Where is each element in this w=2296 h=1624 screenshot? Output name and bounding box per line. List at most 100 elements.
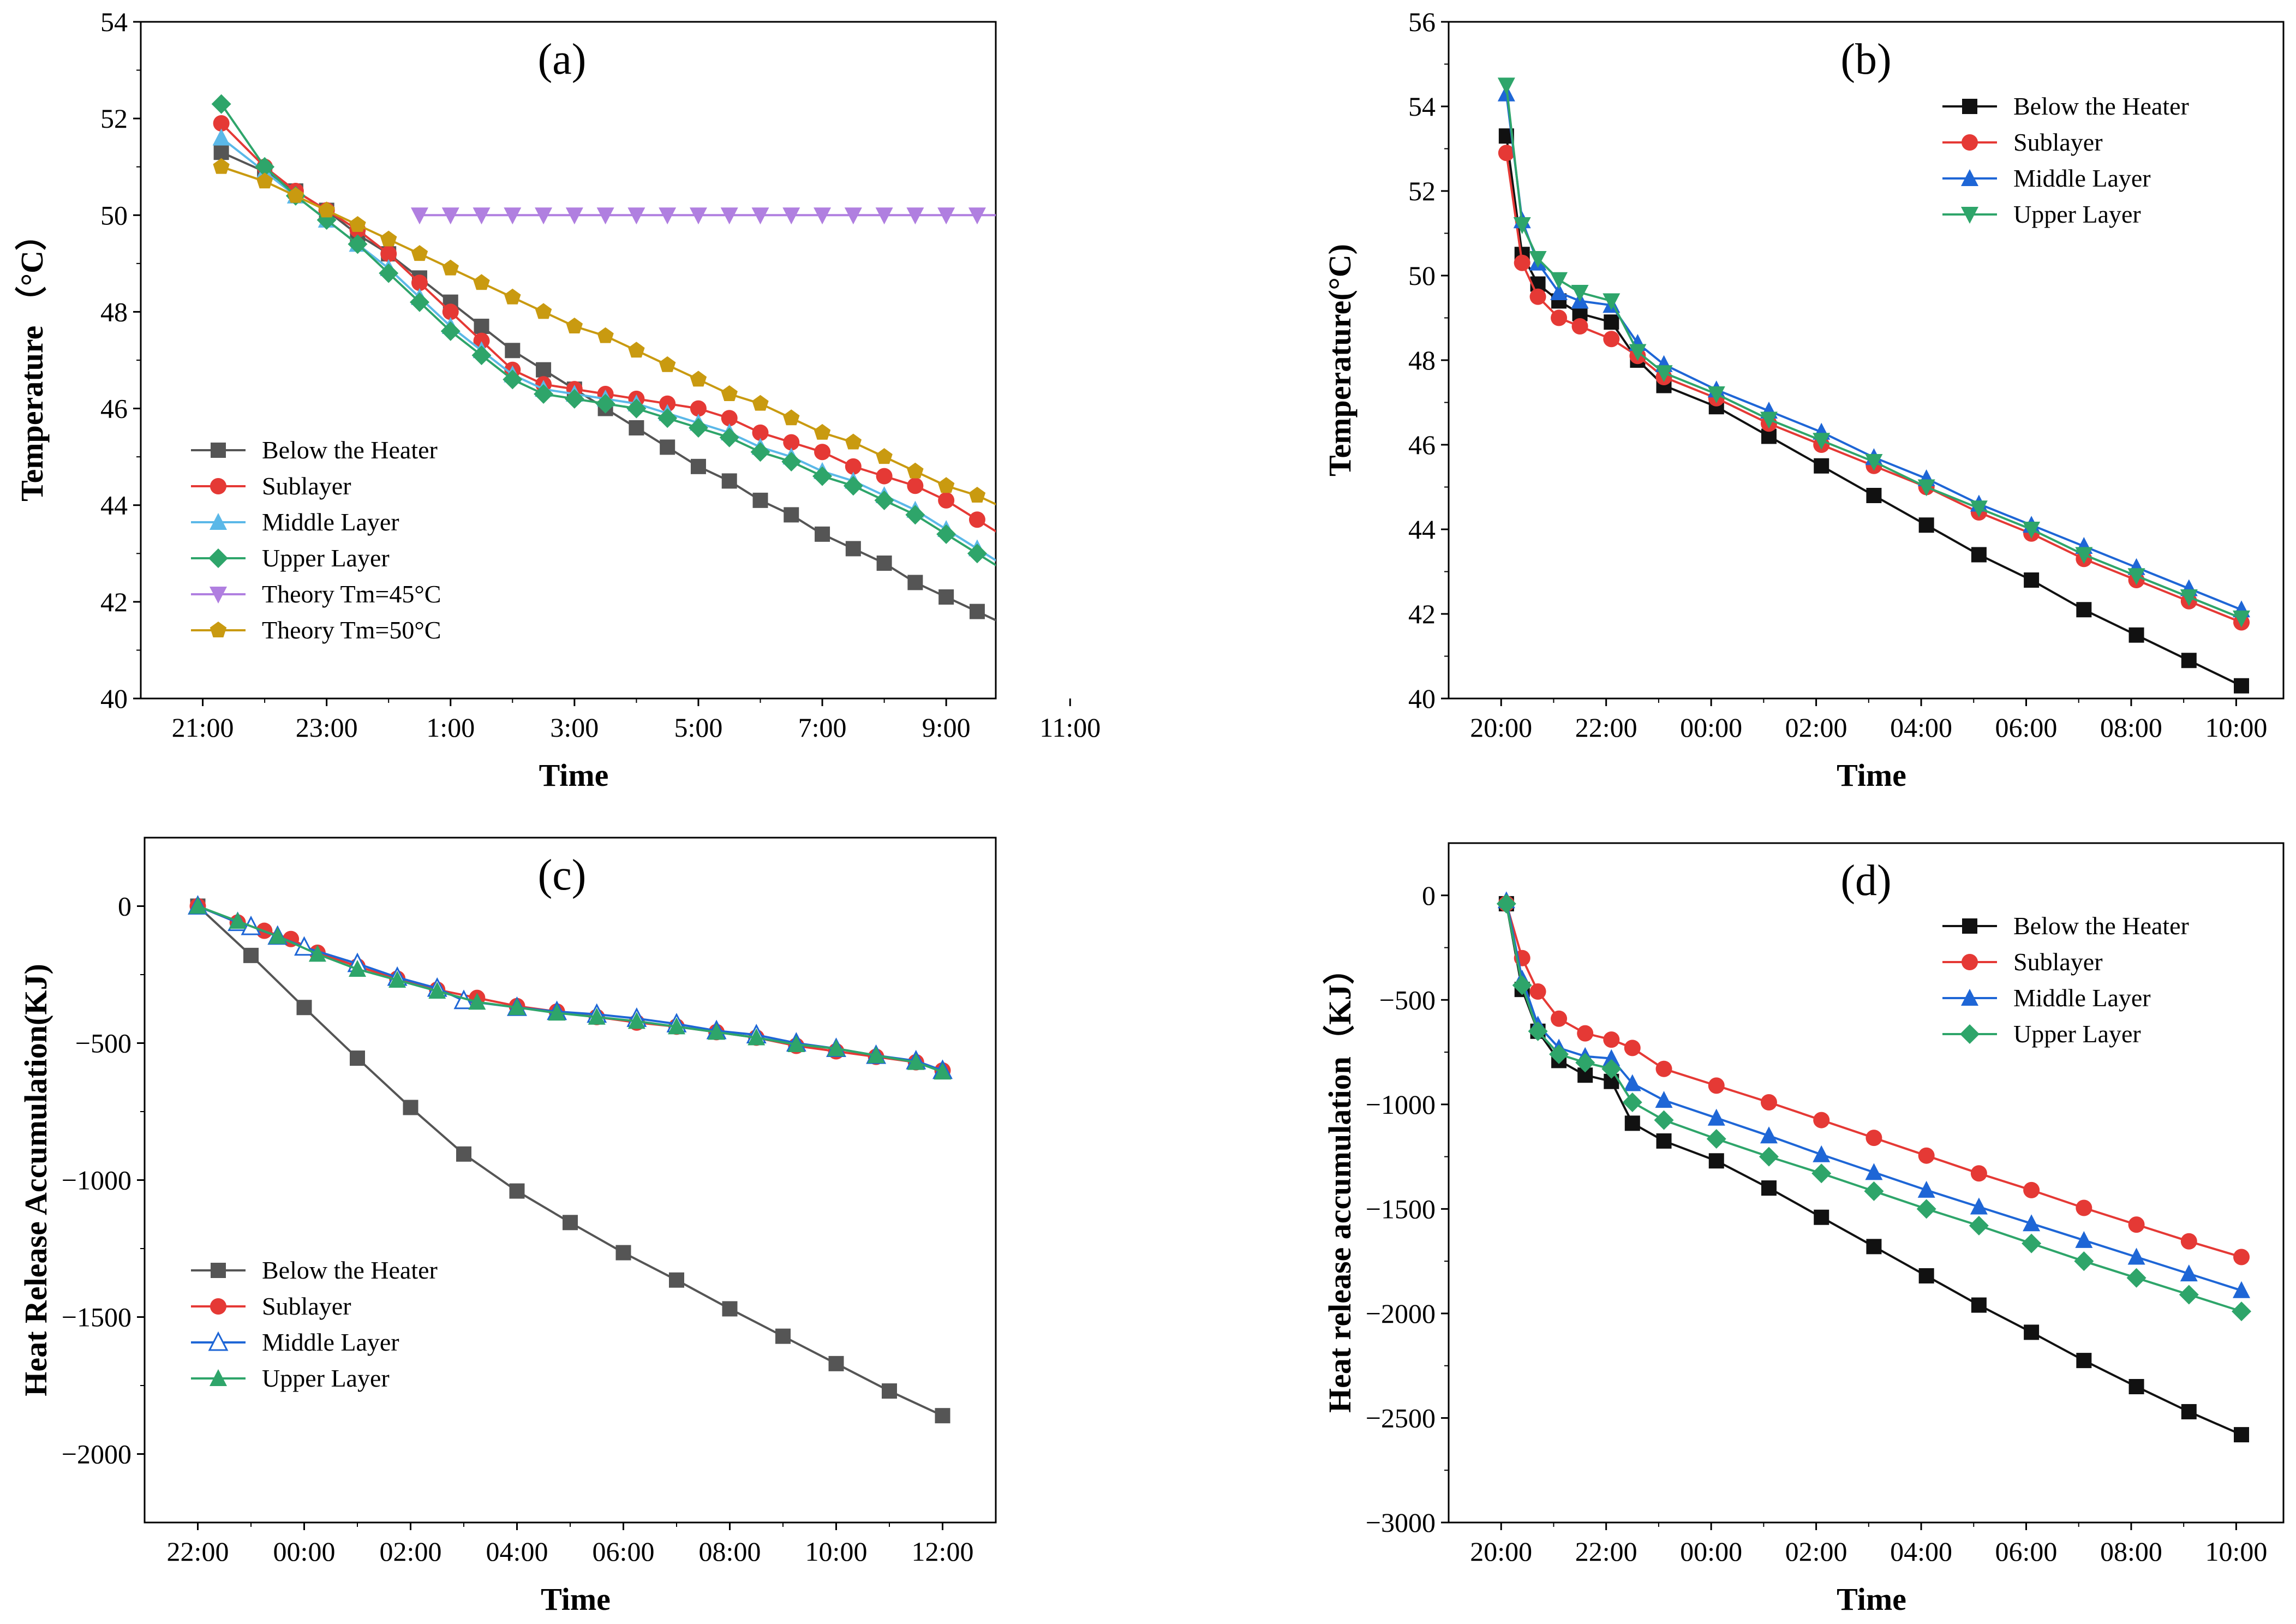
data-point xyxy=(2181,653,2197,668)
data-point xyxy=(659,207,677,225)
data-point xyxy=(814,423,831,440)
data-point xyxy=(626,398,647,419)
data-point xyxy=(721,385,738,401)
series-upper-layer xyxy=(1496,894,2252,1322)
data-point xyxy=(1123,636,1141,653)
data-point xyxy=(1001,618,1016,634)
y-tick-label: −1500 xyxy=(62,1302,131,1333)
data-point xyxy=(752,424,769,441)
data-point xyxy=(1970,1165,1987,1182)
data-point xyxy=(882,1383,897,1399)
series-upper-layer xyxy=(189,897,952,1080)
data-point xyxy=(1918,1147,1935,1164)
data-point xyxy=(905,505,925,525)
data-point xyxy=(1708,1077,1725,1094)
x-tick-label: 08:00 xyxy=(2100,712,2162,743)
x-tick-label: 06:00 xyxy=(1995,712,2058,743)
legend-marker xyxy=(210,478,226,494)
data-point xyxy=(968,511,985,528)
data-point xyxy=(1603,1031,1620,1048)
data-point xyxy=(814,207,832,225)
data-point xyxy=(1029,582,1049,602)
data-point xyxy=(564,389,584,409)
data-point xyxy=(1498,145,1515,162)
data-point xyxy=(536,362,552,378)
data-point xyxy=(1813,1112,1830,1129)
x-tick-label: 02:00 xyxy=(1785,1536,1847,1567)
data-point xyxy=(1865,454,1883,471)
y-tick-label: 0 xyxy=(118,891,131,922)
data-point xyxy=(2075,547,2093,564)
data-point xyxy=(296,1000,312,1016)
y-tick-label: −1000 xyxy=(1366,1089,1436,1120)
data-point xyxy=(845,458,862,475)
data-point xyxy=(907,575,923,590)
data-point xyxy=(2126,1268,2146,1288)
data-point xyxy=(534,384,554,404)
x-tick-label: 08:00 xyxy=(699,1536,761,1567)
data-point xyxy=(2128,1216,2145,1233)
data-point xyxy=(1551,309,1568,326)
legend-label: Sublayer xyxy=(262,1292,351,1320)
data-point xyxy=(474,319,489,334)
data-point xyxy=(256,172,273,189)
data-point xyxy=(708,1023,726,1040)
data-point xyxy=(428,982,446,999)
data-point xyxy=(907,477,924,494)
data-point xyxy=(503,369,523,390)
data-point xyxy=(1654,1110,1674,1130)
data-point xyxy=(845,541,861,557)
y-tick-label: −2000 xyxy=(62,1439,131,1470)
data-point xyxy=(2076,1353,2092,1369)
data-point xyxy=(505,343,521,359)
data-point xyxy=(783,434,800,451)
data-point xyxy=(388,971,406,988)
data-point xyxy=(752,492,768,508)
data-point xyxy=(1603,293,1621,311)
y-tick-label: −1000 xyxy=(62,1165,131,1196)
legend-label: Below the Heater xyxy=(262,1256,438,1284)
y-tick-label: −2500 xyxy=(1366,1402,1436,1433)
data-point xyxy=(1761,1180,1777,1196)
data-point xyxy=(934,1062,952,1080)
x-tick-label: 7:00 xyxy=(798,712,847,743)
data-point xyxy=(189,897,207,914)
data-point xyxy=(812,466,833,486)
data-point xyxy=(659,395,676,412)
data-point xyxy=(1155,569,1171,585)
data-point xyxy=(1707,1108,1725,1126)
y-tick-label: 48 xyxy=(1408,345,1436,375)
y-tick-label: 54 xyxy=(100,7,128,37)
data-point xyxy=(2180,1264,2198,1282)
data-point xyxy=(845,433,862,450)
data-point xyxy=(2180,589,2198,606)
legend-label: Sublayer xyxy=(262,472,351,500)
data-point xyxy=(1000,501,1016,517)
chart-panel-d: −3000 −2500 −2000 −1500 −1000 −500 0 20:00 22:00… xyxy=(1322,842,2285,1617)
y-tick-label: 42 xyxy=(1408,599,1436,629)
data-point xyxy=(1092,207,1110,224)
x-tick-label: 5:00 xyxy=(674,712,723,743)
x-tick-label: 02:00 xyxy=(380,1536,442,1567)
data-point xyxy=(937,477,955,493)
data-point xyxy=(1604,314,1619,330)
data-point xyxy=(213,158,230,174)
y-axis-title: Heat Release Accumulation(KJ) xyxy=(18,964,53,1396)
data-point xyxy=(2022,1233,2042,1253)
legend-marker xyxy=(1961,989,1978,1006)
x-tick-label: 00:00 xyxy=(273,1536,336,1567)
legend-label: Theory Tm=50°C xyxy=(262,616,441,644)
data-point xyxy=(660,439,675,455)
data-point xyxy=(1093,540,1109,556)
data-point xyxy=(1528,1021,1548,1041)
data-point xyxy=(875,207,893,225)
x-tick-label: 04:00 xyxy=(1890,712,1952,743)
data-point xyxy=(689,207,707,225)
data-point xyxy=(411,274,428,291)
x-tick-label: 11:00 xyxy=(1039,712,1101,743)
data-point xyxy=(907,1053,925,1070)
x-axis-title: Time xyxy=(1837,757,1906,793)
data-point xyxy=(751,207,769,225)
data-point xyxy=(1575,1053,1595,1073)
